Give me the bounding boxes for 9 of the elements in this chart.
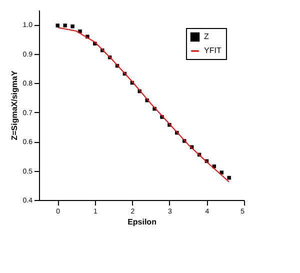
point [70,24,74,28]
point [56,24,60,28]
y-axis-title: Z=SigmaX/sigmaY [10,70,19,140]
legend-label: Z [204,32,209,41]
point [227,176,231,180]
point [220,170,224,174]
x-axis-title: Epsilon [128,218,157,226]
legend-label: YFIT [204,46,222,55]
point [63,24,67,28]
